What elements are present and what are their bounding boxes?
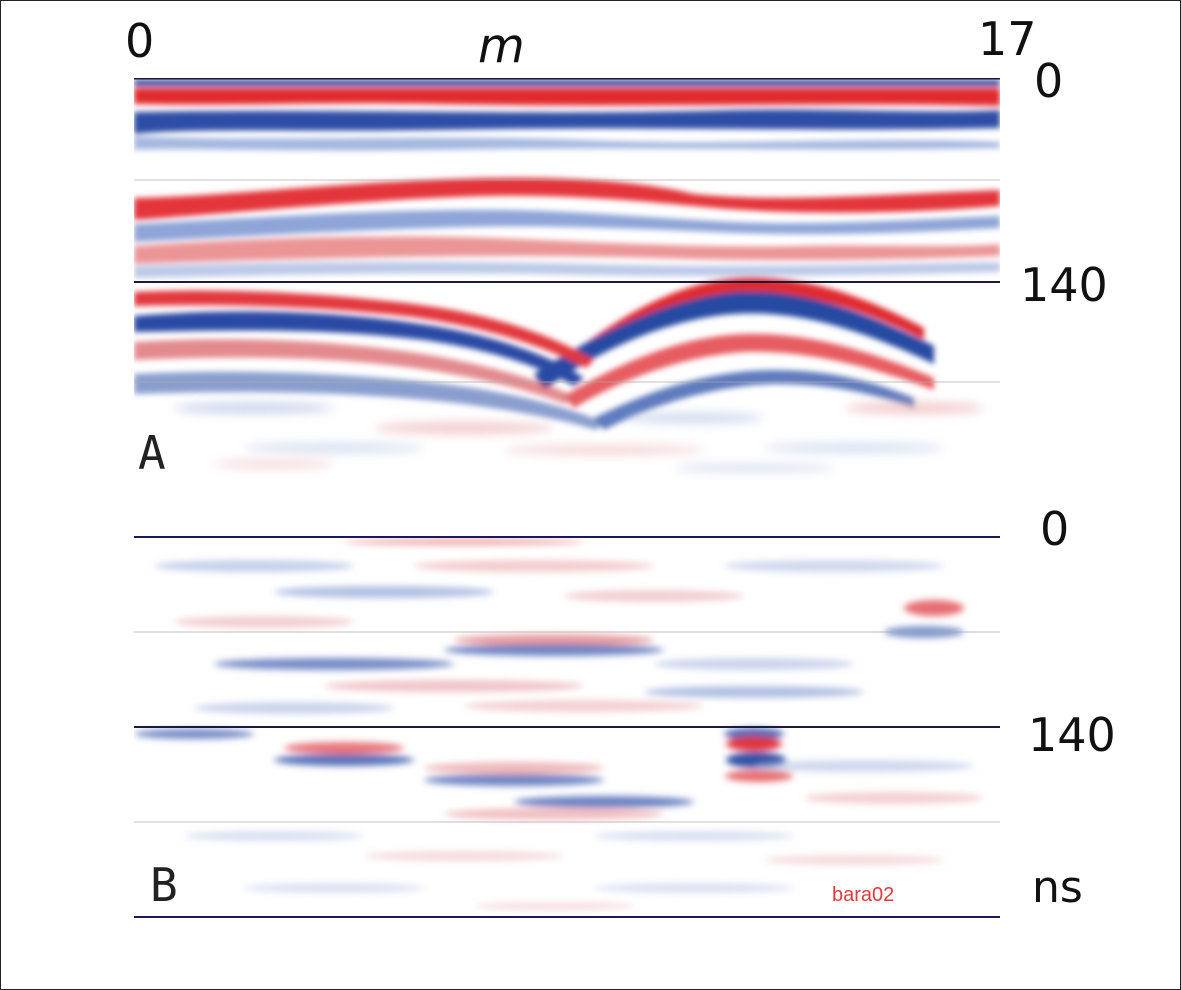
panel-a-time-0-label: 0 <box>1034 54 1064 108</box>
time-unit-label: ns <box>1032 862 1083 913</box>
panel-b-time-0-label: 0 <box>1040 502 1070 556</box>
panel-a-time-140-label: 140 <box>1020 258 1108 312</box>
radargram-panel-a <box>134 78 1000 480</box>
x-axis-min-label: 0 <box>125 14 155 68</box>
x-axis-max-label: 17 <box>978 12 1037 66</box>
x-axis-unit-label: m <box>478 18 525 74</box>
panel-a-tag: A <box>138 426 166 480</box>
file-name-label: bara02 <box>832 884 895 906</box>
panel-b-time-140-label: 140 <box>1028 708 1116 762</box>
radargram-panel-b <box>134 536 1000 920</box>
panel-b-tag: B <box>150 858 178 912</box>
